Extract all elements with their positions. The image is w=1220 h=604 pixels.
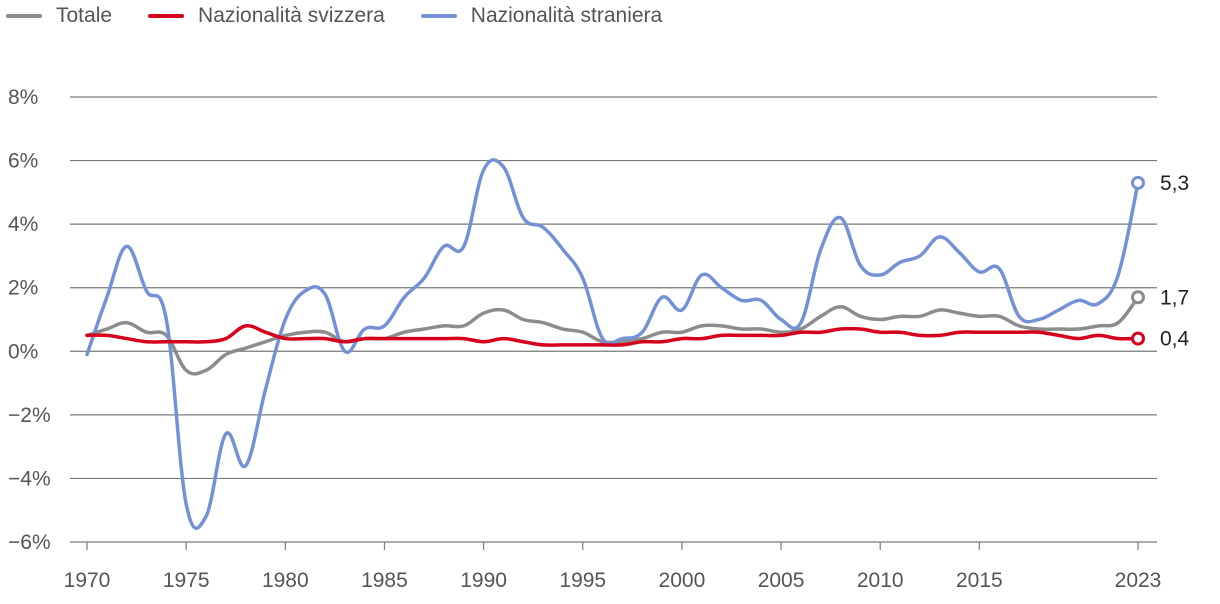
x-tick-label: 2015 (956, 569, 1003, 592)
legend-item-totale: Totale (6, 4, 112, 28)
legend-swatch (420, 14, 457, 18)
end-value-label: 5,3 (1160, 172, 1189, 195)
legend-label: Nazionalità straniera (470, 4, 663, 27)
chart-legend: Totale Nazionalità svizzera Nazionalità st… (6, 4, 662, 28)
y-tick-label: −4% (8, 467, 51, 490)
series-line-nazionalita-straniera (85, 158, 1140, 530)
legend-label: Totale (56, 4, 113, 27)
x-tick-label: 2000 (659, 569, 706, 592)
end-value-label: 0,4 (1160, 328, 1190, 351)
x-tick-label: 1985 (361, 569, 408, 592)
end-marker-nazionalita-svizzera (1131, 331, 1145, 346)
legend-item-nazionalita-straniera: Nazionalità straniera (420, 4, 663, 28)
x-tick-label: 1980 (262, 569, 309, 592)
x-tick-label: 2005 (758, 569, 805, 592)
end-value-label: 1,7 (1160, 286, 1189, 309)
y-tick-label: 8% (8, 86, 38, 109)
x-tick-label: 1990 (460, 569, 507, 592)
series-line-nazionalita-svizzera (85, 323, 1140, 347)
x-tick-label: 2023 (1115, 569, 1162, 592)
end-marker-nazionalita-straniera (1131, 175, 1145, 190)
y-tick-label: 0% (8, 340, 38, 363)
x-tick-label: 2010 (857, 569, 904, 592)
y-tick-label: 2% (8, 277, 38, 300)
y-tick-label: −6% (8, 531, 51, 554)
legend-label: Nazionalità svizzera (198, 4, 385, 27)
y-tick-label: 6% (8, 150, 38, 173)
legend-swatch (148, 14, 185, 18)
end-marker-totale (1131, 290, 1145, 305)
legend-swatch (6, 14, 42, 18)
legend-item-nazionalita-svizzera: Nazionalità svizzera (148, 4, 385, 28)
x-tick-label: 1995 (559, 569, 606, 592)
series-line-totale (85, 295, 1140, 376)
y-tick-label: 4% (8, 213, 38, 236)
x-tick-label: 1970 (64, 569, 111, 592)
y-tick-label: −2% (8, 404, 51, 427)
x-tick-label: 1975 (163, 569, 210, 592)
